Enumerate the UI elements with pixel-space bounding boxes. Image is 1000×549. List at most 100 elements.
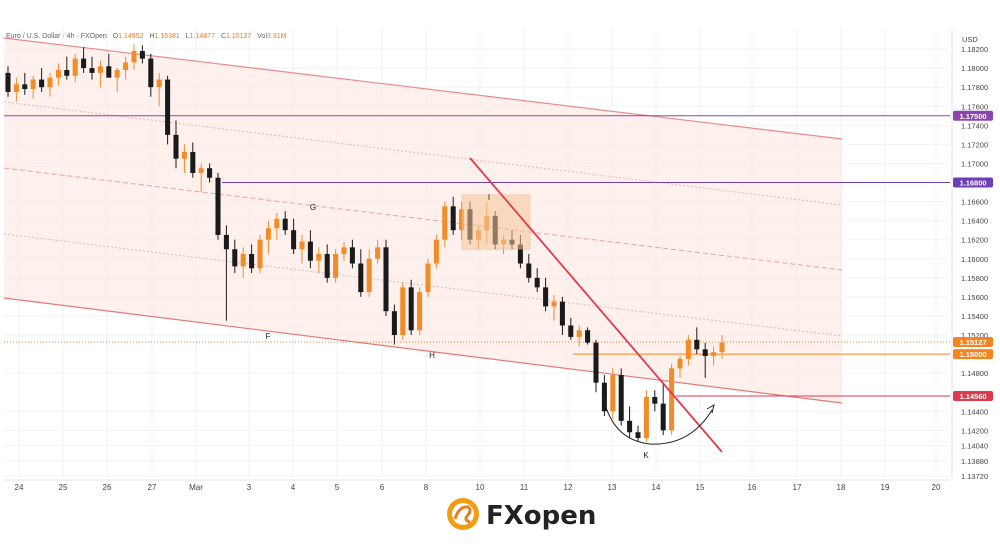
y-tick-label: 1.13720 <box>961 472 988 481</box>
candle-body <box>433 239 439 264</box>
candle-body <box>450 206 456 231</box>
x-tick-label: 26 <box>103 483 112 492</box>
price-tag <box>953 110 993 121</box>
candle-body <box>526 263 532 278</box>
candle-body <box>307 241 313 261</box>
candle-body <box>215 177 221 235</box>
candle-body <box>89 68 95 73</box>
candle-body <box>711 352 717 356</box>
annotations: F G H I K <box>266 157 723 460</box>
fxopen-logo: FXopen <box>447 498 596 531</box>
y-tick-label: 1.13880 <box>961 457 988 466</box>
candle-body <box>660 403 666 431</box>
y-tick-label: 1.16200 <box>961 236 988 245</box>
candle-body <box>694 339 700 350</box>
x-tick-label: 8 <box>424 483 429 492</box>
logo-text: FXopen <box>486 501 596 531</box>
price-tag <box>953 336 993 347</box>
candle-body <box>72 58 78 76</box>
channel-mid-line <box>3 101 843 206</box>
candle-body <box>383 247 389 312</box>
candle-body <box>240 254 246 267</box>
x-tick-label: 13 <box>608 483 617 492</box>
point-label: H <box>429 351 435 360</box>
y-tick-label: 1.17600 <box>961 102 988 111</box>
y-tick-label: 1.14040 <box>961 442 988 451</box>
candle-body <box>585 330 591 343</box>
candle-body <box>349 247 355 264</box>
x-tick-label: 17 <box>793 483 802 492</box>
candle-body <box>643 396 649 438</box>
y-tick-label: 1.14400 <box>961 407 988 416</box>
x-tick-label: 15 <box>696 483 705 492</box>
cup-arc <box>602 395 713 445</box>
candle-body <box>123 62 129 71</box>
candle-body <box>333 254 339 278</box>
price-tag <box>953 349 993 360</box>
point-label: I <box>488 193 490 202</box>
price-tag-label: 1.15127 <box>959 338 986 347</box>
candle-body <box>635 432 641 438</box>
price-tag-label: 1.14560 <box>959 392 986 401</box>
candle-body <box>173 134 179 159</box>
y-tick-label: 1.16000 <box>961 255 988 264</box>
price-tag <box>953 177 993 188</box>
channel-mid-line <box>3 167 843 271</box>
price-tag-label: 1.16800 <box>959 179 986 188</box>
channel-mid-line <box>3 233 843 337</box>
price-axis[interactable]: 1.18200 1.18000 1.17800 1.17600 1.17400 1.172… <box>951 30 993 481</box>
y-tick-label: 1.15400 <box>961 312 988 321</box>
y-tick-label: 1.18200 <box>961 45 988 54</box>
y-tick-label: 1.14200 <box>961 426 988 435</box>
candle-body <box>22 84 28 90</box>
y-tick-label: 1.17200 <box>961 140 988 149</box>
channel-lower-line <box>3 297 843 404</box>
candle-body <box>316 254 322 261</box>
candle-body <box>64 70 70 76</box>
candle-body <box>165 79 171 135</box>
candle-body <box>47 77 53 88</box>
candle-body <box>257 239 263 269</box>
candle-body <box>400 287 406 336</box>
candle-body <box>652 396 658 404</box>
candle-body <box>265 228 271 240</box>
candle-body <box>375 247 381 259</box>
x-tick-label: 27 <box>148 483 157 492</box>
candle-body <box>282 218 288 231</box>
candle-body <box>81 58 87 69</box>
x-tick-label: 5 <box>335 483 340 492</box>
candle-body <box>190 152 196 173</box>
candle-body <box>517 244 523 264</box>
candle-body <box>576 330 582 337</box>
horizontal-levels <box>4 115 950 397</box>
y-tick-label: 1.16400 <box>961 217 988 226</box>
candle-body <box>391 311 397 336</box>
candle-body <box>148 58 154 88</box>
point-label: F <box>266 332 271 341</box>
candle-body <box>207 168 213 178</box>
candle-body <box>568 325 574 337</box>
x-tick-label: 14 <box>652 483 661 492</box>
candle-body <box>669 368 675 431</box>
price-tag-label: 1.15000 <box>959 350 986 359</box>
candle-body <box>610 375 616 412</box>
candle-body <box>425 263 431 293</box>
x-tick-label: 3 <box>247 483 252 492</box>
x-tick-label: 6 <box>380 483 385 492</box>
y-tick-label: 1.14800 <box>961 369 988 378</box>
symbol-title: Euro / U.S. Dollar · 4h · FXOpen O1.1495… <box>6 33 287 40</box>
candle-body <box>299 241 305 250</box>
x-tick-label: 11 <box>520 483 529 492</box>
candle-body <box>139 50 145 59</box>
candle-body <box>5 72 11 92</box>
time-axis[interactable]: 24 25 26 27 Mar 3 4 5 6 8 10 11 12 13 14 15 16 17 18 19 20 <box>4 479 950 492</box>
x-tick-label: 24 <box>15 483 24 492</box>
candle-body <box>324 254 330 278</box>
candle-body <box>106 66 112 78</box>
x-tick-label: 20 <box>932 483 941 492</box>
candle-body <box>291 230 297 250</box>
candle-body <box>131 50 137 63</box>
candle-body <box>39 79 45 88</box>
arrow-head-icon <box>706 403 715 414</box>
